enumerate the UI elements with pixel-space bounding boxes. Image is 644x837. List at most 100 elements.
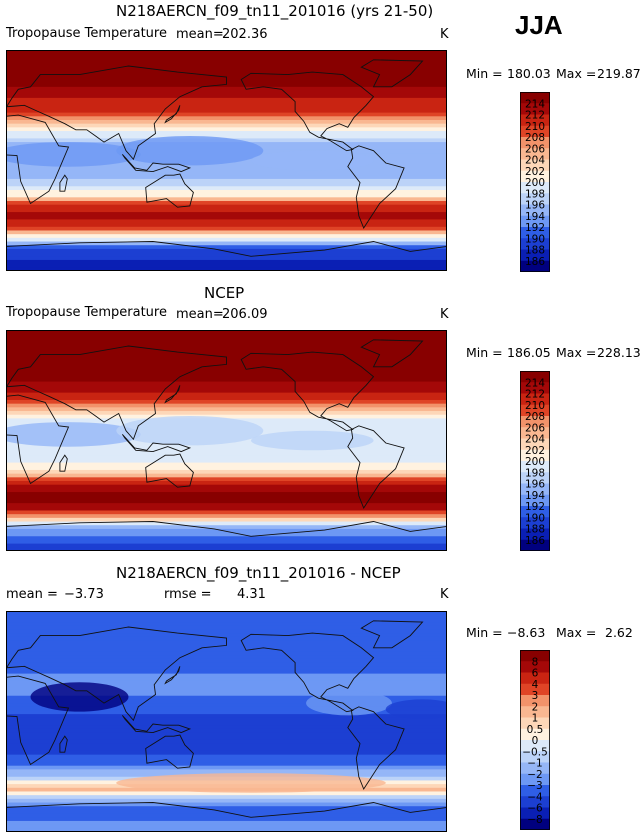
map-lat-band: [6, 828, 447, 832]
map-lat-band: [6, 543, 447, 548]
colorbar-swatch: [520, 683, 550, 696]
map-anomaly-region: [250, 150, 374, 171]
map-lat-band: [6, 714, 447, 719]
map-lat-band: [6, 204, 447, 209]
map-frame: [6, 50, 447, 271]
map-lat-band: [6, 90, 447, 95]
map-lat-band: [6, 197, 447, 202]
map-lat-band: [6, 392, 447, 397]
map-frame: [6, 611, 447, 832]
coastline: [240, 71, 375, 152]
panel3-min-label: Min =: [466, 625, 503, 640]
map-lat-band: [6, 182, 447, 187]
colorbar-tick-label: 0.5: [527, 724, 544, 736]
colorbar-tick-label: 2: [532, 701, 539, 713]
colorbar-swatch: [520, 114, 550, 127]
coastline: [59, 454, 68, 472]
map-lat-band: [6, 127, 447, 132]
map-lat-band: [6, 223, 447, 228]
panel1-max-label: Max =: [556, 66, 597, 81]
coastline: [6, 65, 227, 161]
coastline: [347, 706, 405, 790]
map-lat-band: [6, 458, 447, 464]
panel2-variable: Tropopause Temperature: [6, 305, 167, 320]
panel1-mean-value: 202.36: [222, 27, 268, 42]
map-lat-band: [6, 765, 447, 770]
panel3-mean-label: mean =: [6, 587, 58, 602]
colorbar-swatch: [520, 717, 550, 730]
colorbar-swatch: [520, 382, 550, 394]
map-lat-band: [6, 684, 447, 689]
colorbar-tick-label: 4: [532, 679, 539, 691]
colorbar-tick-label: 190: [525, 512, 545, 524]
panel3-max-label: Max =: [556, 625, 597, 640]
map-lat-band: [6, 469, 447, 475]
map-lat-band: [6, 699, 447, 704]
map-lat-band: [6, 492, 447, 497]
map-lat-band: [6, 499, 447, 504]
colorbar-swatch: [520, 650, 550, 662]
map-lat-band: [6, 234, 447, 239]
season-label: JJA: [515, 10, 563, 40]
panel2-min-label: Min =: [466, 345, 503, 360]
map-lat-band: [6, 451, 447, 456]
coastline: [6, 241, 447, 271]
map-lat-band: [6, 131, 447, 136]
colorbar-swatch: [520, 125, 550, 138]
coastline: [122, 434, 192, 453]
colorbar-swatch: [520, 404, 550, 417]
colorbar-swatch: [520, 204, 550, 217]
map-lat-band: [6, 710, 447, 715]
map-lat-band: [6, 337, 447, 342]
colorbar-swatch: [520, 785, 550, 797]
map-lat-band: [6, 677, 447, 682]
colorbar-tick-label: 212: [525, 389, 545, 401]
colorbar-tick-label: −4: [527, 791, 543, 803]
map-lat-band: [6, 477, 447, 482]
colorbar-tick-label: 202: [525, 445, 545, 457]
map-anomaly-region: [250, 430, 374, 451]
map-lat-band: [6, 481, 447, 486]
map-lat-band: [6, 86, 447, 92]
map-lat-band: [6, 193, 447, 198]
map-lat-band: [6, 495, 447, 501]
map-lat-band: [6, 407, 447, 412]
map-lat-band: [6, 186, 447, 191]
map-lat-band: [6, 344, 447, 350]
colorbar-swatch: [520, 215, 550, 228]
panel3-max-value: 2.62: [605, 625, 633, 640]
map-lat-band: [6, 237, 447, 243]
coastline: [347, 425, 405, 509]
colorbar-swatch: [520, 148, 550, 160]
map-lat-band: [6, 171, 447, 176]
map-lat-band: [6, 525, 447, 530]
map-lat-band: [6, 108, 447, 114]
colorbar-swatch: [520, 728, 550, 741]
colorbar-swatch: [520, 416, 550, 428]
colorbar-frame: [520, 371, 550, 551]
colorbar-tick-label: 198: [525, 467, 545, 479]
map-lat-band: [6, 725, 447, 730]
panel2-mean-value: 206.09: [222, 307, 268, 322]
map-lat-band: [6, 824, 447, 829]
map-lat-band: [6, 806, 447, 811]
map-lat-band: [6, 241, 447, 246]
map-lat-band: [6, 688, 447, 693]
colorbar-swatch: [520, 193, 550, 205]
map-lat-band: [6, 633, 447, 638]
colorbar-tick-label: −2: [527, 769, 542, 781]
colorbar-swatch: [520, 103, 550, 115]
map-lat-band: [6, 374, 447, 379]
colorbar-swatch: [520, 260, 550, 272]
map-anomaly-region: [6, 422, 141, 447]
panel3-mean-value: −3.73: [64, 587, 104, 602]
colorbar-tick-label: 194: [525, 490, 545, 502]
map-lat-band: [6, 680, 447, 686]
colorbar-swatch: [520, 740, 550, 752]
map-lat-band: [6, 754, 447, 759]
panel3-map: [6, 611, 447, 832]
map-anomaly-region: [116, 773, 386, 793]
map-lat-band: [6, 189, 447, 195]
colorbar-swatch: [520, 249, 550, 262]
map-lat-band: [6, 662, 447, 667]
